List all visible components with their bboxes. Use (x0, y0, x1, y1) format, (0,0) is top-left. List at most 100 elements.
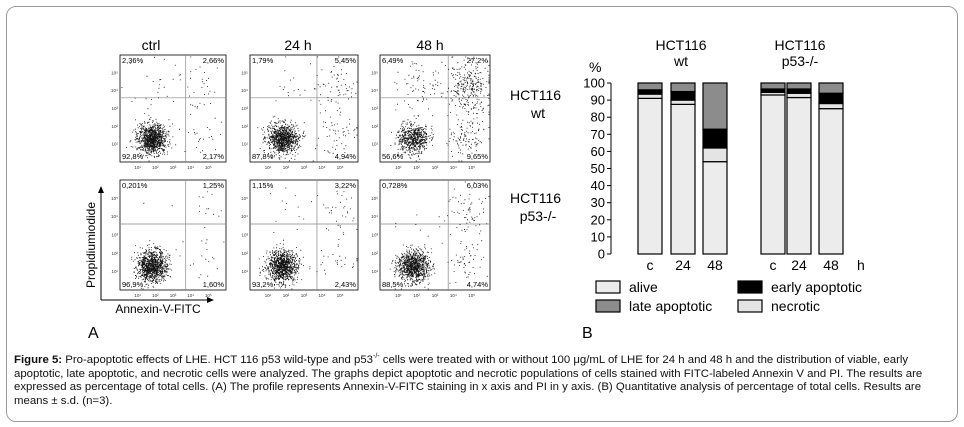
x-tick-label: 10⁵ (205, 293, 212, 298)
quadrant-upper-left: 0,201% (122, 181, 148, 190)
x-tick-label: 10¹ (395, 165, 402, 170)
bar-late-apoptotic-1 (670, 82, 696, 93)
quadrant-lower-left: 93,2% (252, 280, 274, 289)
scatter-dots (390, 56, 490, 162)
quadrant-upper-right: 5,45% (335, 56, 357, 65)
legend-label-necrotic: necrotic (771, 298, 820, 314)
x-tick-label: 10¹ (265, 165, 272, 170)
group-title-wt-line1: HCT116 (655, 37, 706, 53)
bar-alive-2 (702, 161, 728, 255)
quadrant-upper-right: 6,03% (467, 181, 489, 190)
y-tick-label: 10³ (241, 106, 248, 111)
y-tick-label: 10³ (111, 106, 118, 111)
quadrant-upper-left: 0,728% (382, 181, 408, 190)
bar-necrotic-1 (670, 99, 696, 105)
x-tick-label: 10³ (170, 293, 177, 298)
y-tick-label: 10⁵ (241, 196, 248, 201)
x-category-label: c (647, 257, 654, 273)
group-title-wt-line2: wt (673, 53, 688, 69)
bar-alive-5 (818, 108, 844, 255)
y-tick-label: 10¹ (241, 269, 248, 274)
y-tick-label: 20 (591, 212, 605, 227)
bar-alive-4 (786, 96, 812, 255)
scatter-dots (389, 181, 490, 290)
bar-early-apoptotic-0 (637, 89, 663, 95)
y-tick-label: 0 (598, 247, 605, 262)
y-tick-label: 10¹ (111, 142, 118, 147)
dot-plot-1-2: 10¹ 10¹ 10² 10² 10³ 10³ 10⁴ 10⁴ 10⁵ 10⁵ 0,728% 6,03… (371, 179, 491, 298)
scatter-dots (131, 191, 225, 290)
x-tick-label: 10⁵ (337, 293, 344, 298)
quadrant-upper-left: 1,79% (252, 56, 274, 65)
y-tick-label: 10⁵ (111, 70, 118, 75)
quadrant-lower-right: 4,74% (467, 280, 489, 289)
legend-swatch-necrotic (737, 299, 763, 313)
y-tick-label: 10¹ (371, 269, 378, 274)
y-tick-label: 10⁴ (371, 88, 378, 93)
y-tick-label: 10 (591, 229, 605, 244)
panel-label-b: B (582, 325, 593, 342)
legend-swatch-late-apoptotic (595, 299, 621, 313)
scatter-dots (258, 187, 358, 290)
column-title-48h: 48 h (416, 37, 443, 53)
bar-early-apoptotic-1 (670, 90, 696, 101)
quadrant-upper-left: 6,49% (382, 56, 404, 65)
y-tick-label: 90 (591, 93, 605, 108)
quadrant-upper-right: 1,25% (203, 181, 225, 190)
x-tick-label: 10⁵ (205, 165, 212, 170)
x-axis-arrowhead (207, 297, 214, 303)
figure-caption: Figure 5: Pro-apoptotic effects of LHE. … (14, 353, 950, 408)
x-tick-label: 10³ (432, 293, 439, 298)
legend-swatch-early-apoptotic (737, 280, 763, 294)
y-tick-label: 40 (591, 178, 605, 193)
bar-late-apoptotic-0 (637, 82, 663, 91)
quadrant-upper-left: 2,36% (122, 56, 144, 65)
bar-alive-0 (637, 97, 663, 255)
caption-text-part1: Pro-apoptotic effects of LHE. HCT 116 p5… (62, 354, 373, 366)
bar-necrotic-5 (818, 102, 844, 110)
y-tick-label: 10² (111, 251, 118, 256)
y-tick-label: 10³ (371, 233, 378, 238)
x-tick-label: 10² (283, 165, 290, 170)
x-tick-label: 10⁴ (319, 293, 326, 298)
x-category-label: 48 (707, 257, 723, 273)
quadrant-upper-right: 2,66% (203, 56, 225, 65)
y-tick-label: 10⁴ (111, 88, 118, 93)
y-tick-label: 10⁴ (241, 214, 248, 219)
x-tick-label: 10² (152, 165, 159, 170)
panel-b-bar-chart: HCT116 wt HCT116 p53-/- % h B 0 10 20 30 40 5… (582, 37, 865, 342)
quadrant-lower-right: 1,60% (203, 280, 225, 289)
x-tick-label: 10³ (301, 293, 308, 298)
column-title-ctrl: ctrl (142, 37, 161, 53)
y-tick-label: 10¹ (371, 142, 378, 147)
bar-late-apoptotic-3 (760, 82, 786, 90)
y-tick-label: 80 (591, 110, 605, 125)
x-tick-label: 10² (413, 165, 420, 170)
x-category-label: 24 (675, 257, 691, 273)
dot-plot-1-1: 10¹ 10¹ 10² 10² 10³ 10³ 10⁴ 10⁴ 10⁵ 10⁵ 1,15% 3,22%… (241, 179, 359, 298)
x-tick-label: 10² (413, 293, 420, 298)
y-tick-label: 10⁵ (241, 70, 248, 75)
x-axis-unit-h: h (857, 257, 865, 273)
y-tick-label: 10¹ (241, 142, 248, 147)
quadrant-lower-left: 87,8% (252, 152, 274, 161)
x-tick-label: 10⁵ (337, 165, 344, 170)
dot-plot-0-0: 10¹ 10¹ 10² 10² 10³ 10³ 10⁴ 10⁴ 10⁵ 10⁵ 2,36% 2,66%… (111, 54, 227, 170)
scatter-dots (256, 56, 358, 162)
x-tick-label: 10³ (432, 165, 439, 170)
bar-alive-3 (760, 94, 786, 255)
quadrant-lower-left: 96,9% (122, 280, 144, 289)
y-tick-label: 10² (241, 124, 248, 129)
x-category-label: 24 (791, 257, 807, 273)
y-tick-label: 10¹ (111, 269, 118, 274)
plot-frame (249, 54, 359, 163)
legend-label-early-apoptotic: early apoptotic (771, 279, 862, 295)
bar-early-apoptotic-2 (702, 128, 728, 149)
y-tick-label: 10⁵ (371, 70, 378, 75)
column-title-24h: 24 h (284, 37, 311, 53)
x-category-label: c (770, 257, 777, 273)
quadrant-lower-left: 56,6% (382, 152, 404, 161)
y-tick-label: 30 (591, 195, 605, 210)
x-tick-label: 10⁴ (187, 293, 194, 298)
x-tick-label: 10⁴ (319, 165, 326, 170)
